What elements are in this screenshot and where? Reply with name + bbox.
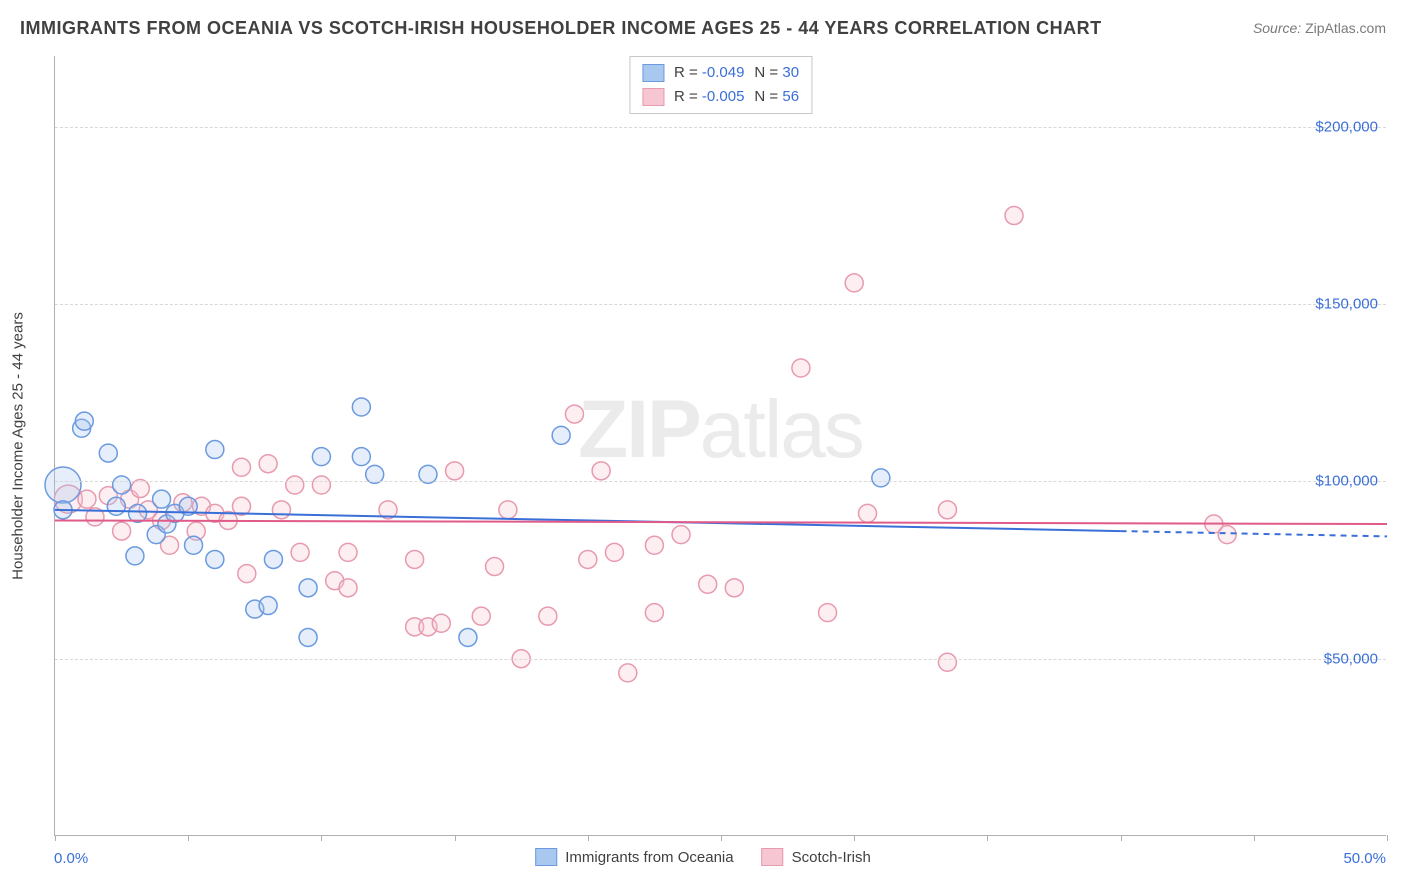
scatter-point (672, 526, 690, 544)
x-tick-mark (55, 835, 56, 841)
y-tick-label: $50,000 (1324, 650, 1378, 667)
scatter-point (291, 543, 309, 561)
x-tick-mark (1254, 835, 1255, 841)
scatter-point (565, 405, 583, 423)
x-tick-mark (987, 835, 988, 841)
scatter-point (645, 536, 663, 554)
scatter-svg (55, 56, 1386, 835)
scatter-point (78, 490, 96, 508)
scatter-point (75, 412, 93, 430)
scatter-point (299, 628, 317, 646)
scatter-point (153, 490, 171, 508)
y-tick-label: $200,000 (1315, 118, 1378, 135)
legend-item-series-1: Immigrants from Oceania (535, 848, 733, 866)
scatter-point (206, 550, 224, 568)
legend-item-series-2: Scotch-Irish (762, 848, 871, 866)
scatter-point (592, 462, 610, 480)
scatter-point (539, 607, 557, 625)
scatter-point (352, 448, 370, 466)
scatter-point (819, 604, 837, 622)
source-label: Source: (1253, 20, 1301, 36)
legend-label-series-2: Scotch-Irish (792, 849, 871, 866)
scatter-point (859, 504, 877, 522)
scatter-point (286, 476, 304, 494)
scatter-point (113, 476, 131, 494)
x-tick-mark (1121, 835, 1122, 841)
scatter-point (938, 653, 956, 671)
scatter-point (579, 550, 597, 568)
gridline (55, 481, 1386, 482)
scatter-point (113, 522, 131, 540)
scatter-point (339, 579, 357, 597)
series-legend: Immigrants from Oceania Scotch-Irish (535, 848, 871, 866)
scatter-point (845, 274, 863, 292)
x-tick-mark (854, 835, 855, 841)
gridline (55, 304, 1386, 305)
chart-title: IMMIGRANTS FROM OCEANIA VS SCOTCH-IRISH … (20, 18, 1102, 39)
scatter-point (499, 501, 517, 519)
scatter-point (872, 469, 890, 487)
scatter-point (1005, 207, 1023, 225)
plot-area: ZIPatlas R = -0.049 N = 30 R = -0.005 N … (54, 56, 1386, 836)
scatter-point (645, 604, 663, 622)
legend-swatch-bottom-2 (762, 848, 784, 866)
scatter-point (938, 501, 956, 519)
scatter-point (472, 607, 490, 625)
scatter-point (406, 550, 424, 568)
scatter-point (312, 448, 330, 466)
scatter-point (232, 458, 250, 476)
scatter-point (299, 579, 317, 597)
scatter-point (99, 444, 117, 462)
y-tick-label: $100,000 (1315, 473, 1378, 490)
scatter-point (272, 501, 290, 519)
x-tick-mark (321, 835, 322, 841)
scatter-point (432, 614, 450, 632)
scatter-point (126, 547, 144, 565)
x-tick-mark (455, 835, 456, 841)
scatter-point (339, 543, 357, 561)
gridline (55, 659, 1386, 660)
scatter-point (206, 441, 224, 459)
x-tick-mark (1387, 835, 1388, 841)
scatter-point (605, 543, 623, 561)
scatter-point (552, 426, 570, 444)
scatter-point (725, 579, 743, 597)
scatter-point (699, 575, 717, 593)
scatter-point (259, 455, 277, 473)
scatter-point (446, 462, 464, 480)
scatter-point (792, 359, 810, 377)
x-axis-min-label: 0.0% (54, 850, 88, 867)
scatter-point (264, 550, 282, 568)
source-attribution: Source: ZipAtlas.com (1253, 20, 1386, 36)
scatter-point (619, 664, 637, 682)
x-tick-mark (188, 835, 189, 841)
source-value: ZipAtlas.com (1305, 20, 1386, 36)
legend-label-series-1: Immigrants from Oceania (565, 849, 733, 866)
scatter-point (185, 536, 203, 554)
scatter-point (486, 558, 504, 576)
scatter-point (107, 497, 125, 515)
y-tick-label: $150,000 (1315, 296, 1378, 313)
trend-line-dashed (1121, 531, 1387, 536)
scatter-point (45, 467, 81, 503)
x-tick-mark (588, 835, 589, 841)
scatter-point (238, 565, 256, 583)
gridline (55, 127, 1386, 128)
scatter-point (459, 628, 477, 646)
legend-swatch-bottom-1 (535, 848, 557, 866)
scatter-point (259, 597, 277, 615)
x-tick-mark (721, 835, 722, 841)
scatter-point (1218, 526, 1236, 544)
scatter-point (352, 398, 370, 416)
scatter-point (312, 476, 330, 494)
x-axis-max-label: 50.0% (1343, 850, 1386, 867)
y-axis-title: Householder Income Ages 25 - 44 years (10, 312, 27, 580)
